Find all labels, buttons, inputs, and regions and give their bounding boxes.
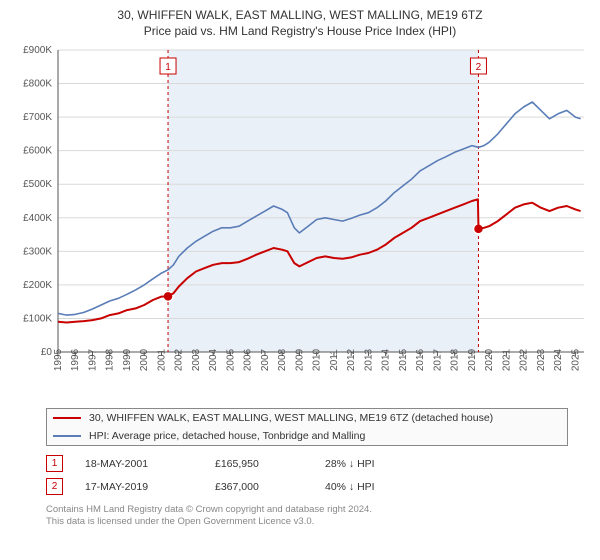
chart-title-line2: Price paid vs. HM Land Registry's House … (8, 24, 592, 38)
event-price: £165,950 (215, 458, 325, 470)
chart-title-line1: 30, WHIFFEN WALK, EAST MALLING, WEST MAL… (8, 8, 592, 22)
event-marker: 1 (46, 455, 63, 472)
svg-text:£900K: £900K (23, 45, 52, 56)
svg-text:£500K: £500K (23, 179, 52, 190)
event-date: 18-MAY-2001 (85, 458, 215, 470)
legend-swatch (53, 417, 81, 419)
footer-line2: This data is licensed under the Open Gov… (46, 516, 592, 528)
footer-attribution: Contains HM Land Registry data © Crown c… (46, 504, 592, 529)
legend-label: 30, WHIFFEN WALK, EAST MALLING, WEST MAL… (89, 412, 493, 424)
svg-text:2: 2 (476, 62, 482, 73)
footer-line1: Contains HM Land Registry data © Crown c… (46, 504, 592, 516)
line-chart-svg: £0 £100K £200K £300K £400K £500K £600K £700K £80… (8, 42, 592, 402)
chart-area: £0 £100K £200K £300K £400K £500K £600K £700K £80… (8, 42, 592, 402)
svg-text:£700K: £700K (23, 112, 52, 123)
event-price: £367,000 (215, 481, 325, 493)
event-pct: 28% ↓ HPI (325, 458, 375, 470)
legend-swatch (53, 435, 81, 437)
legend: 30, WHIFFEN WALK, EAST MALLING, WEST MAL… (46, 408, 568, 446)
event-row: 1 18-MAY-2001£165,95028% ↓ HPI (46, 452, 566, 475)
event-marker: 2 (46, 478, 63, 495)
svg-text:£400K: £400K (23, 213, 52, 224)
svg-text:1: 1 (165, 62, 171, 73)
svg-text:£100K: £100K (23, 313, 52, 324)
legend-item: HPI: Average price, detached house, Tonb… (47, 427, 567, 445)
svg-text:£200K: £200K (23, 280, 52, 291)
event-pct: 40% ↓ HPI (325, 481, 375, 493)
event-date: 17-MAY-2019 (85, 481, 215, 493)
svg-text:£600K: £600K (23, 146, 52, 157)
svg-text:£800K: £800K (23, 79, 52, 90)
event-row: 2 17-MAY-2019£367,00040% ↓ HPI (46, 475, 566, 498)
event-table: 1 18-MAY-2001£165,95028% ↓ HPI 2 17-MAY-201… (46, 452, 566, 498)
svg-text:£300K: £300K (23, 246, 52, 257)
legend-item: 30, WHIFFEN WALK, EAST MALLING, WEST MAL… (47, 409, 567, 427)
legend-label: HPI: Average price, detached house, Tonb… (89, 430, 365, 442)
svg-text:£0: £0 (41, 347, 53, 358)
